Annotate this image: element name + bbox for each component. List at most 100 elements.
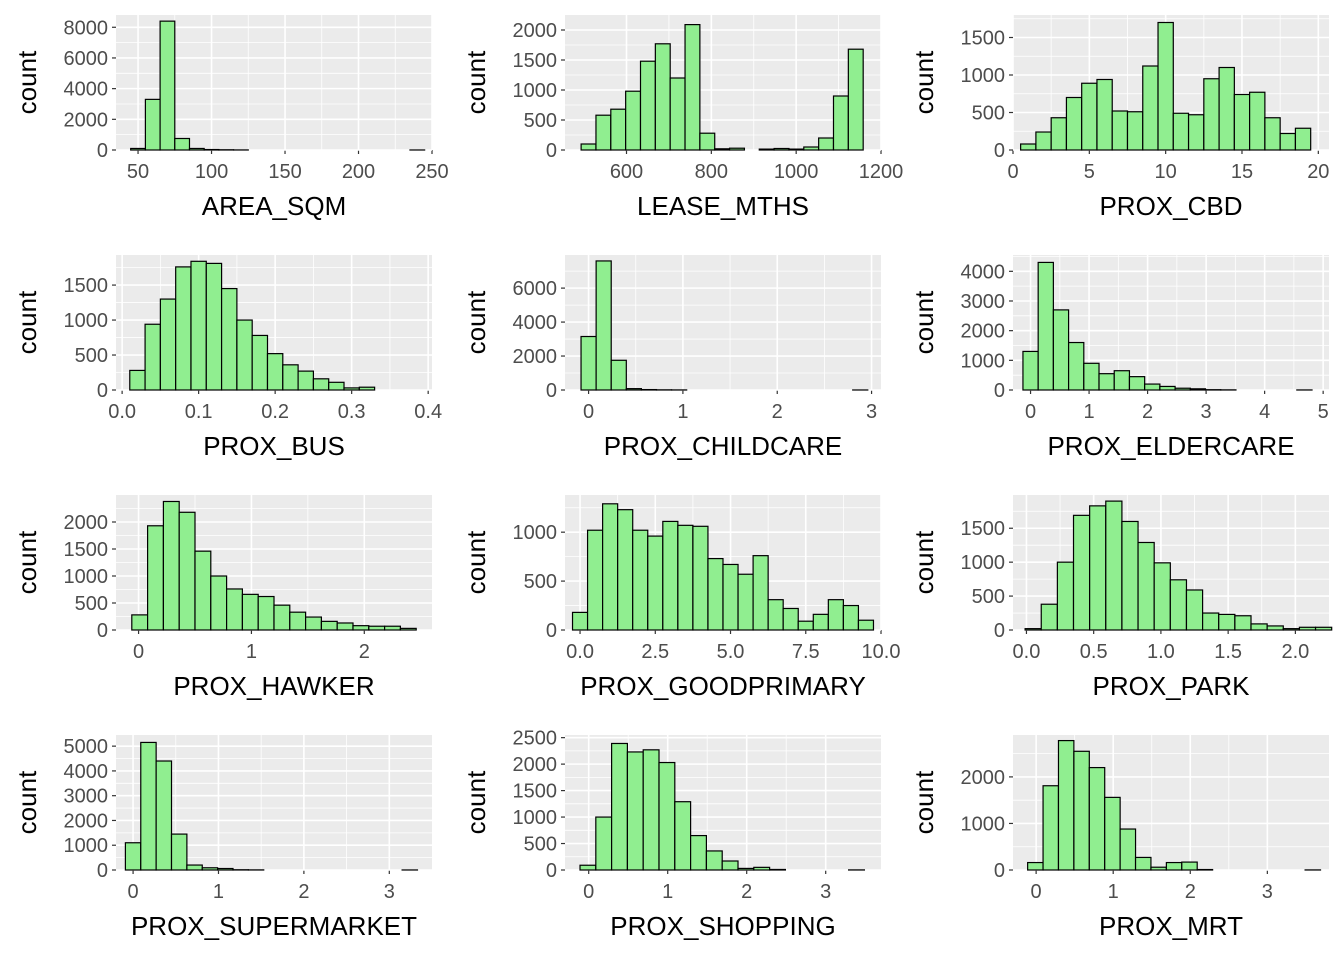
y-axis-title: count	[12, 770, 42, 834]
y-axis-title: count	[12, 530, 42, 594]
y-tick-label: 2000	[513, 754, 558, 776]
histogram-bar	[1294, 127, 1312, 151]
histogram-bar	[144, 323, 161, 391]
y-tick-label: 6000	[64, 48, 109, 70]
x-axis-title: PROX_SHOPPING	[610, 911, 835, 941]
x-tick-label: 0.4	[414, 401, 442, 423]
x-tick-label: 3	[1262, 881, 1273, 903]
y-axis-title: count	[12, 50, 42, 114]
histogram-panel: 50 100 150 200 250 0 2000 4000 6000 8000 AREA_SQM c…	[12, 15, 449, 221]
histogram-bar	[1096, 78, 1113, 151]
histogram-bar	[1052, 309, 1070, 391]
histogram-bar	[728, 147, 746, 151]
y-tick-label: 500	[524, 571, 557, 593]
x-tick-label: 0.5	[1080, 641, 1108, 663]
histogram-bar	[857, 619, 875, 631]
histogram-bar	[190, 260, 207, 391]
y-tick-label: 1000	[961, 65, 1006, 87]
x-tick-label: 1200	[859, 161, 904, 183]
histogram-bar	[1169, 579, 1188, 631]
histogram-bar	[188, 147, 205, 151]
y-tick-label: 8000	[64, 17, 109, 39]
histogram-bar	[1040, 603, 1058, 631]
histogram-bar	[178, 511, 196, 631]
histogram-bar	[580, 143, 597, 151]
y-tick-label: 1000	[961, 813, 1006, 835]
y-tick-label: 5000	[64, 736, 109, 758]
histogram-bar	[1174, 387, 1191, 391]
y-tick-label: 1000	[513, 80, 558, 102]
histogram-bar	[131, 614, 149, 631]
y-tick-label: 2000	[961, 767, 1006, 789]
x-tick-label: 100	[195, 161, 228, 183]
histogram-bar	[1250, 623, 1268, 631]
y-tick-label: 4000	[64, 79, 109, 101]
y-tick-label: 2000	[513, 346, 558, 368]
histogram-bar	[595, 816, 613, 871]
x-tick-label: 50	[127, 161, 149, 183]
histogram-bar	[1234, 615, 1252, 631]
histogram-bar	[797, 620, 814, 631]
histogram-bar	[1218, 66, 1235, 151]
y-tick-label: 3000	[961, 291, 1006, 313]
x-tick-label: 0.3	[338, 401, 366, 423]
x-tick-label: 1.0	[1147, 641, 1175, 663]
histogram-bar	[658, 761, 676, 871]
x-axis-title: PROX_PARK	[1092, 671, 1250, 701]
histogram-bar	[130, 147, 146, 151]
histogram-bar	[159, 298, 177, 391]
y-tick-label: 0	[994, 620, 1005, 642]
x-axis-title: PROX_CBD	[1099, 191, 1242, 221]
y-tick-label: 1500	[513, 781, 558, 803]
y-tick-label: 0	[546, 620, 557, 642]
x-tick-label: 10	[1155, 161, 1177, 183]
y-tick-label: 2000	[64, 109, 109, 131]
x-tick-label: 2	[359, 641, 370, 663]
histogram-bar	[1314, 626, 1333, 631]
histogram-bar	[336, 622, 354, 631]
histogram-bar	[1203, 78, 1220, 151]
histogram-bar	[674, 801, 692, 871]
histogram-bar	[642, 749, 660, 871]
y-tick-label: 500	[524, 110, 557, 132]
x-tick-label: 2	[772, 401, 783, 423]
histogram-bar	[399, 627, 417, 631]
y-tick-label: 0	[546, 140, 557, 162]
histogram-bar	[1279, 132, 1297, 151]
histogram-bar	[297, 370, 315, 391]
x-tick-label: 2.0	[1281, 641, 1309, 663]
y-axis-title: count	[461, 290, 491, 354]
x-tick-label: 0.1	[185, 401, 213, 423]
x-tick-label: 20	[1307, 161, 1329, 183]
histogram-bar	[610, 359, 627, 391]
histogram-bar	[1144, 383, 1161, 391]
histogram-bar	[144, 98, 161, 151]
y-tick-label: 1000	[64, 835, 109, 857]
histogram-bar	[1035, 131, 1052, 151]
histogram-bar	[210, 575, 228, 631]
y-tick-label: 0	[546, 860, 557, 882]
histogram-bar	[159, 20, 176, 151]
histogram-bar	[1056, 561, 1075, 631]
histogram-bar	[186, 864, 203, 871]
histogram-bar	[647, 535, 664, 631]
histogram-bar	[827, 599, 844, 631]
y-tick-label: 0	[97, 620, 108, 642]
x-axis-title: LEASE_MTHS	[637, 191, 809, 221]
histogram-bar	[721, 860, 739, 871]
histogram-bar	[305, 616, 323, 631]
histogram-bar	[818, 137, 835, 151]
histogram-bar	[1266, 625, 1284, 631]
histogram-bar	[220, 287, 238, 391]
histogram-panel: 0.0 0.1 0.2 0.3 0.4 0 500 1000 1500 PROX_BUS count	[12, 255, 442, 461]
histogram-bar	[129, 369, 146, 391]
histogram-bar	[140, 741, 157, 871]
histogram-bar	[174, 137, 191, 151]
histogram-bar	[217, 867, 234, 871]
y-tick-label: 2000	[64, 810, 109, 832]
histogram-bar	[595, 114, 612, 151]
histogram-bar	[384, 625, 402, 631]
x-tick-label: 2	[298, 881, 309, 903]
histogram-bar	[194, 550, 212, 631]
